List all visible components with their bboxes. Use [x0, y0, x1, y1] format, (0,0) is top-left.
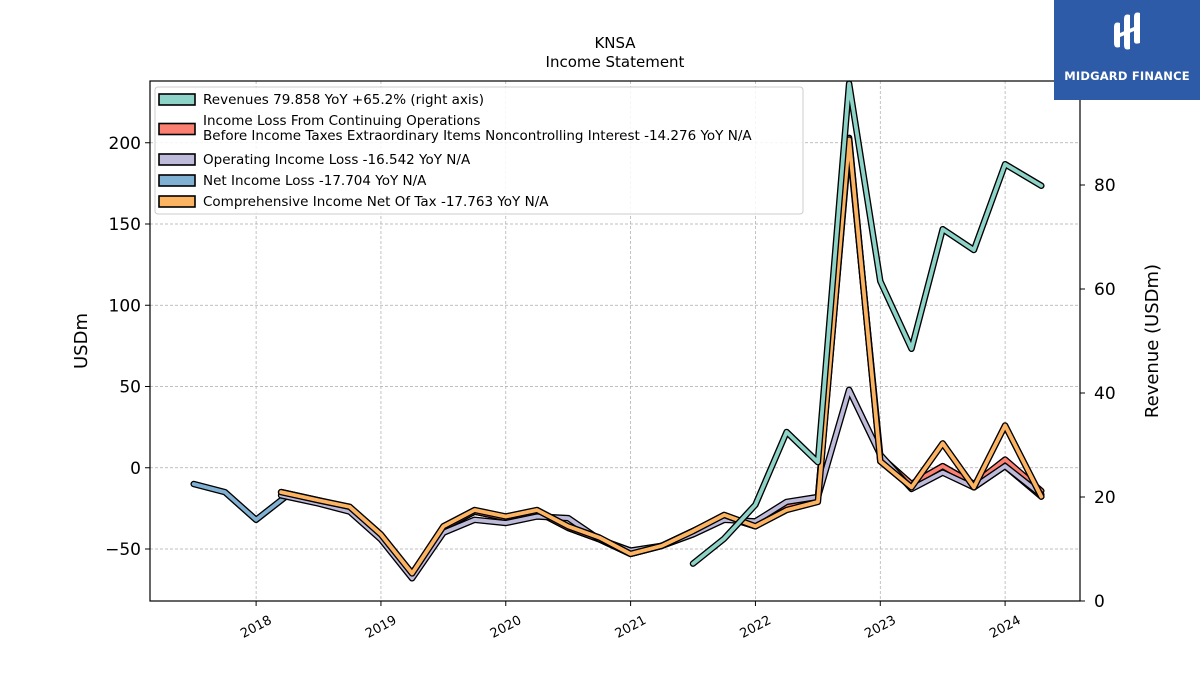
midgard-logo-icon [1114, 12, 1140, 50]
y-tick-label: 150 [109, 215, 141, 235]
x-tick-label: 2019 [363, 613, 399, 642]
x-tick-label: 2021 [613, 613, 649, 642]
logo-text: MIDGARD FINANCE [1064, 69, 1190, 83]
series-0 [689, 80, 1045, 567]
legend: Revenues 79.858 YoY +65.2% (right axis) I… [154, 86, 804, 215]
x-tick-label: 2020 [488, 613, 524, 642]
legend-swatch-4 [158, 195, 196, 208]
legend-label-3: Net Income Loss -17.704 YoY N/A [203, 173, 427, 189]
legend-swatch-0 [158, 93, 196, 106]
chart-title: KNSA [594, 34, 636, 52]
legend-label-4: Comprehensive Income Net Of Tax -17.763 … [203, 194, 549, 210]
legend-label-2: Operating Income Loss -16.542 YoY N/A [203, 152, 471, 168]
x-axis: 2018 2019 2020 2021 2022 2023 2024 [238, 601, 1023, 642]
midgard-finance-logo: MIDGARD FINANCE [1054, 0, 1200, 100]
chart-subtitle: Income Statement [546, 53, 685, 71]
y-tick-label: −50 [105, 540, 141, 560]
y2-tick-label: 0 [1094, 592, 1105, 612]
y2-tick-label: 80 [1094, 176, 1116, 196]
y2-axis-label: Revenue (USDm) [1142, 264, 1163, 418]
legend-frame [154, 86, 804, 215]
x-tick-label: 2022 [738, 613, 774, 642]
legend-label-0: Revenues 79.858 YoY +65.2% (right axis) [203, 92, 484, 108]
y-tick-label: 50 [119, 378, 141, 398]
series-line [691, 81, 1044, 566]
legend-swatch-3 [158, 174, 196, 187]
series-lines [190, 80, 1045, 582]
plot-frame [149, 80, 1081, 602]
x-tick-label: 2018 [238, 613, 274, 642]
x-tick-label: 2023 [862, 613, 898, 642]
y2-tick-label: 20 [1094, 488, 1116, 508]
y2-tick-label: 60 [1094, 280, 1116, 300]
left-axis: −50 0 50 100 150 200 [105, 134, 150, 560]
x-tick-label: 2024 [987, 613, 1023, 642]
y-axis-label: USDm [71, 313, 92, 369]
series-4 [277, 136, 1045, 577]
y-tick-label: 200 [109, 134, 141, 154]
legend-label-1: Income Loss From Continuing Operations Be… [203, 113, 752, 144]
right-axis: 020406080100 [1080, 72, 1126, 612]
series-line [279, 137, 1044, 576]
legend-swatch-1 [158, 122, 196, 136]
y-tick-label: 0 [130, 459, 141, 479]
y-tick-label: 100 [109, 296, 141, 316]
y2-tick-label: 40 [1094, 384, 1116, 404]
legend-swatch-2 [158, 153, 196, 166]
